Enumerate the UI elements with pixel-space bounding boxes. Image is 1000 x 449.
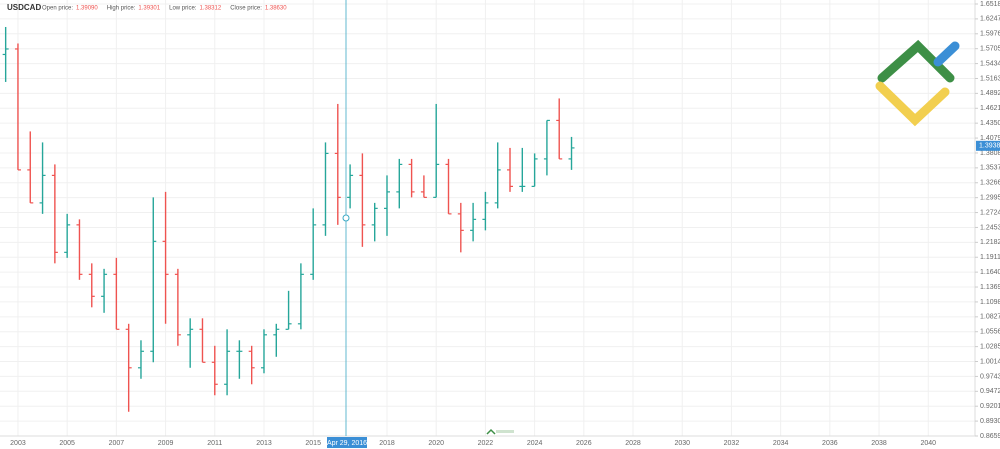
header-value: 1.39301: [138, 6, 160, 12]
y-tick-label: 1.43500: [980, 120, 1000, 127]
symbol: USDCAD: [7, 3, 41, 12]
y-tick-label: 1.27240: [980, 209, 1000, 216]
y-tick-label: 1.05560: [980, 329, 1000, 336]
logo-green: [877, 39, 955, 83]
x-tick-label: 2038: [871, 440, 887, 447]
logo-yellow: [875, 81, 950, 127]
x-tick-label: 2040: [920, 440, 936, 447]
y-tick-label: 1.13690: [980, 284, 1000, 291]
y-tick-label: 1.35370: [980, 165, 1000, 172]
header-label: Low price:: [169, 6, 197, 12]
crosshair-label: Apr 29, 2016: [327, 440, 367, 447]
y-tick-label: 1.65180: [980, 1, 1000, 8]
y-tick-label: 1.57050: [980, 46, 1000, 53]
header-label: Close price:: [230, 6, 262, 12]
x-tick-label: 2034: [773, 440, 789, 447]
y-tick-label: 1.32660: [980, 180, 1000, 187]
y-tick-label: 0.86590: [980, 433, 1000, 440]
y-tick-label: 1.62470: [980, 16, 1000, 23]
y-tick-label: 1.46210: [980, 105, 1000, 112]
y-tick-label: 1.16400: [980, 269, 1000, 276]
y-tick-label: 1.40790: [980, 135, 1000, 142]
last-price-box: [976, 140, 1000, 151]
y-tick-label: 1.29950: [980, 194, 1000, 201]
x-tick-label: 2028: [625, 440, 641, 447]
y-tick-label: 1.51630: [980, 75, 1000, 82]
watermark-bar: [496, 430, 514, 433]
x-tick-label: 2032: [724, 440, 740, 447]
x-tick-label: 2026: [576, 440, 592, 447]
x-tick-label: 2036: [822, 440, 838, 447]
y-tick-label: 1.24530: [980, 224, 1000, 231]
x-tick-label: 2005: [59, 440, 75, 447]
y-tick-label: 1.19110: [980, 254, 1000, 261]
x-tick-label: 2015: [305, 440, 321, 447]
y-tick-label: 1.54340: [980, 60, 1000, 67]
x-tick-label: 2011: [207, 440, 222, 447]
x-tick-label: 2007: [109, 440, 125, 447]
last-price-label: 1.39381: [979, 143, 1000, 150]
header-value: 1.38312: [199, 6, 221, 12]
grid: [0, 0, 975, 437]
watermark-mark: [486, 428, 496, 435]
header-value: 1.38630: [265, 6, 287, 12]
header-label: Open price:: [42, 6, 73, 12]
x-tick-label: 2020: [428, 440, 444, 447]
x-tick-label: 2003: [10, 440, 26, 447]
y-tick-label: 1.08270: [980, 314, 1000, 321]
crosshair-label-box: [327, 437, 367, 448]
watermark: [486, 428, 514, 435]
brand-logo: [875, 39, 960, 127]
x-tick-label: 2013: [256, 440, 272, 447]
bars: [2, 26, 575, 412]
y-tick-label: 1.02850: [980, 343, 1000, 350]
header-value: 1.39090: [76, 6, 98, 12]
crosshair-point: [342, 214, 350, 222]
x-tick-label: 2022: [478, 440, 494, 447]
y-tick-label: 1.10980: [980, 299, 1000, 306]
logo-blue: [933, 41, 960, 67]
x-tick-label: 2009: [158, 440, 174, 447]
header-label: High price:: [107, 6, 136, 12]
x-tick-label: 2030: [674, 440, 690, 447]
x-tick-label: 2018: [379, 440, 395, 447]
y-tick-label: 1.59760: [980, 31, 1000, 38]
price-header: Open price: 1.39090 High price: 1.39301 Low …: [42, 6, 287, 12]
y-tick-label: 1.21820: [980, 239, 1000, 246]
y-tick-label: 1.48920: [980, 90, 1000, 97]
x-tick-label: 2024: [527, 440, 543, 447]
y-tick-label: 1.38080: [980, 150, 1000, 157]
